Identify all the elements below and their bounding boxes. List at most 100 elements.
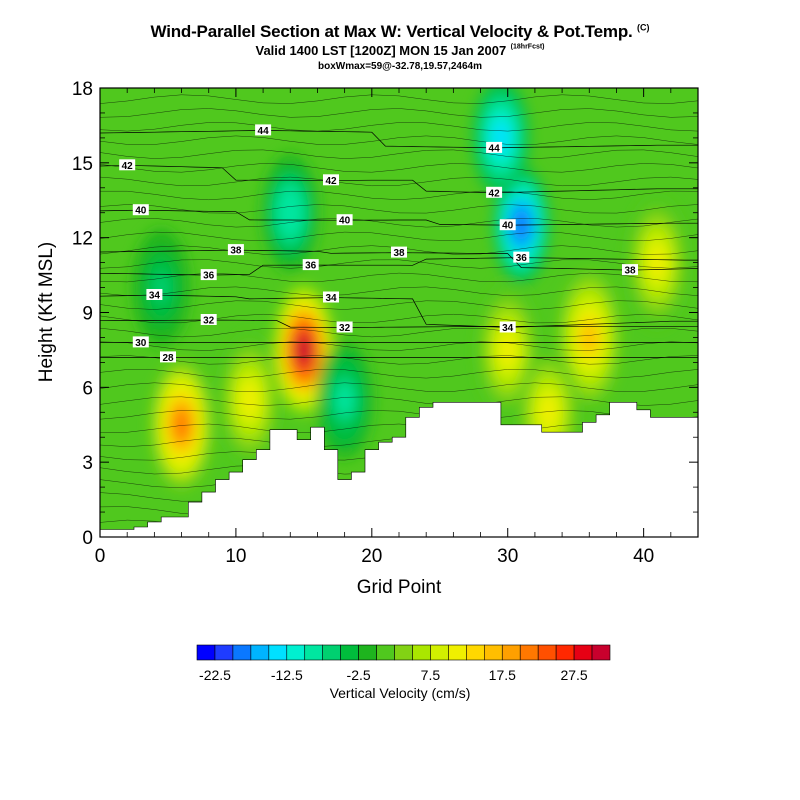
chart-caption: boxWmax=59@-32.78,19.57,2464m (317, 61, 483, 72)
theta-contour-label: 40 (132, 204, 149, 217)
theta-contour-label: 32 (336, 321, 353, 334)
theta-contour-label: 44 (255, 124, 272, 137)
theta-label-text: 42 (325, 176, 337, 187)
theta-contour-line (100, 164, 698, 194)
colorbar-tick-label: 7.5 (421, 667, 441, 683)
theta-label-bg (391, 246, 407, 258)
colorbar-tick-label: -2.5 (347, 667, 371, 683)
chart-subtitle-line: Valid 1400 LST [1200Z] MON 15 Jan 2007 (… (0, 42, 800, 60)
colorbar-swatch (412, 644, 431, 661)
theta-label-bg (200, 314, 217, 325)
chart-title-line: Wind-Parallel Section at Max W: Vertical… (0, 22, 800, 42)
theta-label-text: 30 (135, 338, 147, 349)
field-feature-5 (648, 245, 667, 281)
theta-contour-label: 36 (302, 259, 319, 272)
field-feature-9 (281, 196, 300, 230)
colorbar-title: Vertical Velocity (cm/s) (330, 685, 471, 701)
theta-label-bg (132, 204, 149, 216)
theta-contour-line (100, 294, 698, 328)
theta-contour-label: 42 (323, 174, 339, 187)
theta-label-bg (323, 174, 339, 186)
theta-isentrope (100, 396, 698, 406)
colorbar-swatch (483, 644, 503, 661)
theta-label-text: 38 (393, 248, 405, 259)
colorbar-swatch (250, 644, 270, 661)
colorbar-swatch (394, 644, 413, 661)
x-tick-label: 10 (225, 546, 246, 567)
theta-label-text: 32 (339, 323, 351, 334)
theta-label-text: 36 (305, 261, 317, 272)
theta-contour-label: 36 (513, 251, 530, 264)
theta-isentrope (100, 300, 698, 310)
y-tick-label: 12 (72, 229, 93, 250)
y-tick-label: 6 (82, 378, 93, 399)
y-tick-label: 3 (82, 453, 93, 474)
theta-isentrope (100, 313, 698, 324)
theta-label-bg (513, 251, 530, 263)
colorbar-swatch (214, 644, 234, 661)
theta-isentrope (100, 410, 698, 420)
theta-contour-label: 40 (336, 214, 353, 227)
colorbar-swatch (232, 644, 252, 661)
theta-isentrope (100, 369, 698, 379)
theta-label-bg (486, 141, 503, 153)
field-feature-6 (539, 394, 558, 430)
chart-title: Wind-Parallel Section at Max W: Vertical… (150, 22, 633, 41)
theta-contour-label: 40 (499, 219, 516, 232)
theta-label-bg (302, 259, 319, 271)
chart-subtitle: Valid 1400 LST [1200Z] MON 15 Jan 2007 (255, 43, 507, 58)
colorbar-swatch (196, 644, 216, 661)
colorbar-swatch (322, 644, 341, 661)
colorbar-swatch (286, 644, 306, 661)
theta-contour-label: 34 (323, 291, 339, 304)
theta-contour-label: 34 (146, 289, 163, 302)
theta-label-text: 38 (624, 266, 636, 277)
y-tick-label: 15 (72, 154, 93, 175)
y-tick-label: 9 (82, 304, 93, 325)
theta-contour-label: 32 (200, 314, 217, 327)
y-tick-label: 18 (72, 79, 93, 100)
theta-contour-label: 38 (391, 246, 407, 259)
theta-contour-label: 28 (160, 351, 176, 364)
y-axis-title: Height (Kft MSL) (36, 242, 57, 382)
theta-isentrope (100, 190, 698, 201)
colorbar-tick-label: 27.5 (560, 667, 587, 683)
theta-label-text: 44 (258, 126, 270, 137)
theta-label-bg (499, 219, 516, 231)
theta-label-bg (119, 159, 136, 171)
theta-isentrope (100, 382, 698, 392)
theta-label-bg (160, 351, 176, 363)
theta-label-bg (255, 124, 272, 136)
theta-label-bg (486, 186, 503, 198)
theta-label-text: 36 (516, 253, 528, 264)
theta-contour-label: 38 (622, 264, 638, 277)
colorbar-tick-label: -22.5 (199, 667, 231, 683)
theta-isentrope (100, 259, 698, 269)
theta-isentrope (100, 108, 698, 118)
theta-label-text: 42 (489, 188, 501, 199)
colorbar-swatch (340, 644, 359, 661)
field-feature-1 (294, 332, 314, 368)
theta-label-text: 40 (339, 216, 351, 227)
theta-label-text: 36 (203, 271, 215, 282)
theta-label-text: 42 (122, 161, 134, 172)
theta-contour-label: 38 (227, 244, 244, 257)
theta-isentrope (100, 218, 698, 228)
theta-isentrope (100, 149, 698, 159)
theta-label-text: 28 (162, 353, 174, 364)
theta-label-text: 34 (502, 323, 514, 334)
theta-label-bg (323, 291, 339, 303)
x-tick-label: 40 (633, 546, 654, 567)
theta-label-bg (132, 336, 149, 348)
theta-contour-line (100, 319, 698, 328)
theta-isentrope (100, 231, 698, 242)
theta-label-text: 34 (149, 291, 161, 302)
theta-label-bg (622, 264, 638, 276)
x-tick-label: 0 (95, 546, 106, 567)
theta-contour-line (100, 130, 698, 149)
theta-label-text: 44 (489, 143, 501, 154)
colorbar-tick-label: 17.5 (489, 667, 516, 683)
theta-label-bg (336, 321, 353, 333)
theta-label-text: 34 (325, 293, 337, 304)
